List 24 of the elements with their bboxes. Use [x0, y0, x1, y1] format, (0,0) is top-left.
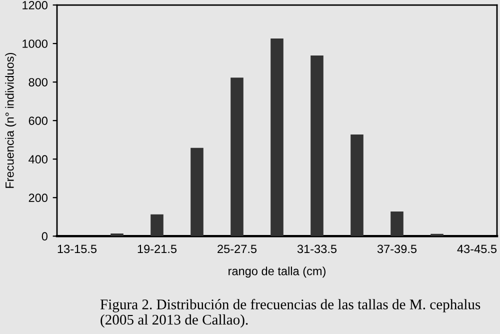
bar — [310, 55, 324, 236]
bar — [150, 214, 164, 236]
y-tick-label: 600 — [28, 116, 48, 125]
x-tick-label: 13-15.5 — [58, 244, 97, 254]
bar — [390, 211, 404, 236]
bar — [350, 134, 364, 236]
x-tick-label: 43-45.5 — [457, 244, 497, 254]
x-axis-title: rango de talla (cm) — [228, 266, 326, 278]
text: Figura 2. Distribución de frecuencias de las tallas de M. cephalus (2005 al 2013 de Callao). — [100, 298, 480, 328]
y-tick-label: 0 — [42, 232, 48, 241]
bar — [110, 233, 124, 236]
x-tick-label: 25-27.5 — [218, 244, 257, 254]
y-axis-title: Frecuencia (n° individuos) — [5, 52, 16, 188]
y-tick-label: 200 — [28, 194, 48, 202]
x-tick-label: 19-21.5 — [138, 244, 177, 254]
x-tick-label: 37-39.5 — [377, 244, 417, 254]
y-tick-label: 400 — [28, 155, 48, 164]
bar — [270, 38, 284, 236]
bar — [190, 148, 204, 236]
y-tick-label: 800 — [28, 78, 48, 86]
y-tick-label: 1000 — [22, 40, 48, 48]
y-tick-label: 1200 — [22, 1, 48, 10]
bar — [230, 78, 244, 236]
x-tick-label: 31-33.5 — [297, 244, 337, 254]
